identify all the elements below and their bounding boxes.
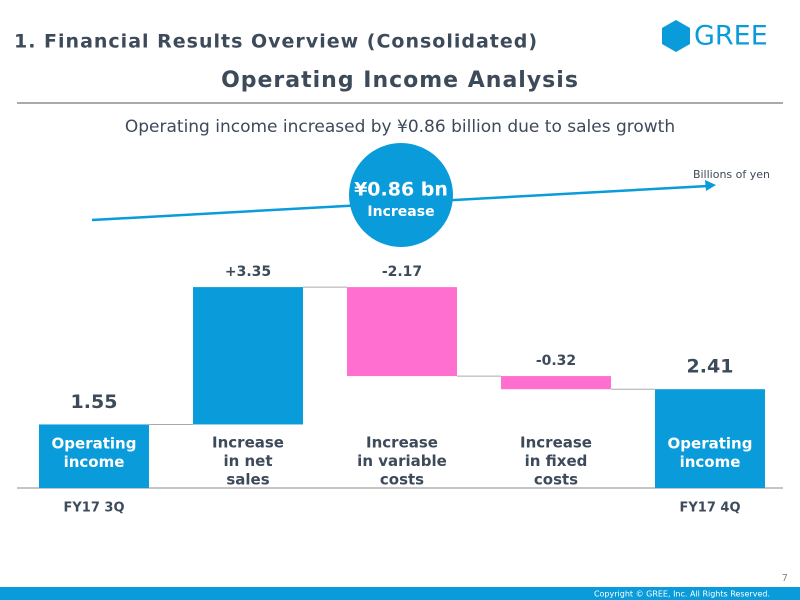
bar (501, 376, 611, 390)
value-label: -0.32 (536, 353, 576, 369)
bar (347, 287, 457, 377)
value-label: +3.35 (225, 264, 271, 280)
category-label: costs (380, 471, 424, 489)
annotation-amount: ¥0.86 bn (354, 179, 448, 201)
footer-bar (0, 587, 800, 600)
chart-title: Operating Income Analysis (221, 68, 579, 93)
bar (39, 424, 149, 488)
category-label: in variable (357, 452, 447, 470)
bar (655, 389, 765, 488)
value-label: 2.41 (687, 356, 734, 378)
category-label: Operating (52, 435, 137, 453)
category-label: in net (223, 452, 272, 470)
category-label: costs (534, 471, 578, 489)
annotation-text: Increase (367, 204, 434, 220)
period-label: FY17 4Q (679, 501, 740, 516)
category-label: in fixed (525, 452, 588, 470)
value-label: -2.17 (382, 264, 422, 280)
category-label: Increase (212, 434, 284, 452)
category-label: Increase (520, 434, 592, 452)
category-label: sales (226, 471, 269, 489)
unit-label: Billions of yen (693, 168, 770, 181)
period-label: FY17 3Q (63, 501, 124, 516)
category-label: income (64, 453, 125, 471)
category-label: Increase (366, 434, 438, 452)
slide-title: 1. Financial Results Overview (Consolida… (14, 31, 538, 53)
copyright: Copyright © GREE, Inc. All Rights Reserv… (594, 590, 770, 599)
logo-mark (662, 20, 690, 52)
annotation-circle (349, 143, 453, 247)
bar (193, 287, 303, 425)
logo-text: GREE (694, 21, 768, 52)
category-label: income (680, 453, 741, 471)
arrow-head (705, 180, 716, 191)
category-label: Operating (668, 435, 753, 453)
chart-subtitle: Operating income increased by ¥0.86 bill… (125, 117, 675, 137)
page-number: 7 (782, 573, 788, 584)
value-label: 1.55 (71, 391, 118, 413)
